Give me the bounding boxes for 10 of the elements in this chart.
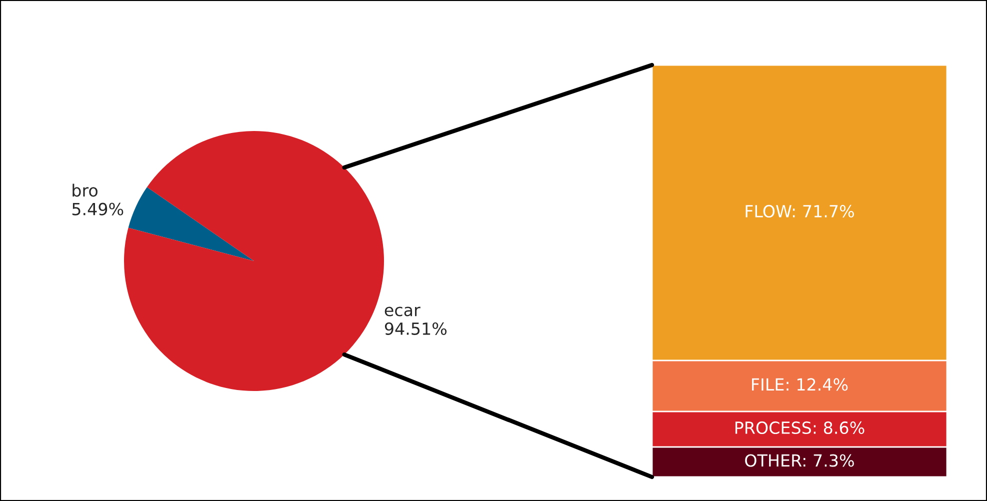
slice-label: bro (72, 184, 98, 197)
pie-slice (128, 187, 254, 261)
data-label: FILE: 12.4% (752, 378, 848, 391)
pie-slice (124, 131, 384, 391)
data-label: PROCESS: 8.6% (735, 421, 864, 434)
data-label: FLOW: 71.7% (746, 204, 854, 218)
data-label: 94.51% (384, 322, 447, 335)
data-label: OTHER: 7.3% (745, 454, 854, 467)
slice-label: ecar (384, 306, 420, 316)
data-label: 5.49% (72, 202, 124, 216)
